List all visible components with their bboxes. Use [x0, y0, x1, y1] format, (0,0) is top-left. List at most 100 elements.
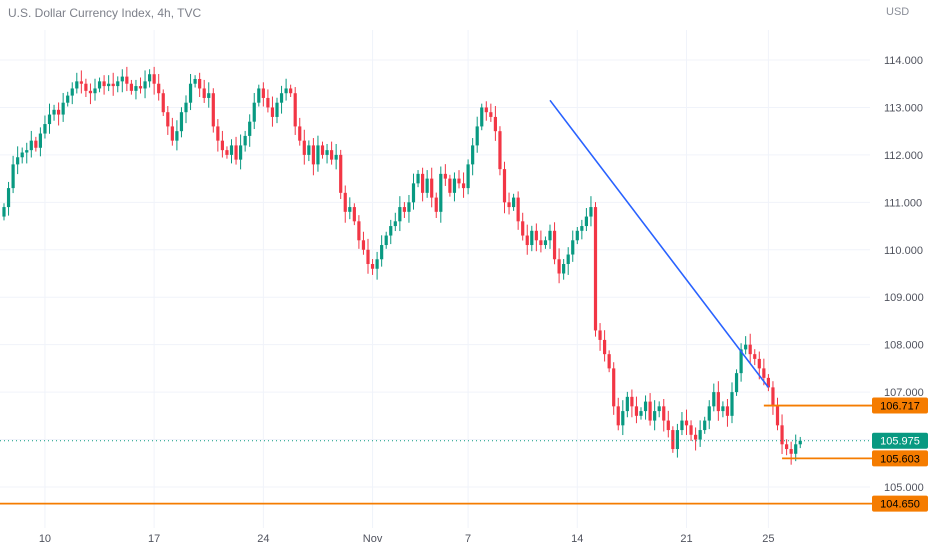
- candle-body: [380, 245, 384, 260]
- last-price-tag: [872, 432, 928, 449]
- candle-body: [593, 207, 598, 331]
- candle-body: [689, 425, 693, 435]
- candle-body: [739, 349, 743, 374]
- candle-body: [66, 95, 70, 103]
- candle-body: [616, 406, 620, 426]
- candle-body: [753, 354, 757, 359]
- candle-body: [52, 109, 56, 115]
- overlays: [0, 99, 872, 505]
- candle-body: [307, 145, 311, 155]
- candle-body: [748, 344, 752, 355]
- candle-body: [320, 145, 325, 155]
- candle-body: [166, 112, 170, 127]
- candle-body: [252, 102, 256, 122]
- candle-body: [484, 107, 488, 113]
- candle-body: [525, 235, 529, 246]
- candle-body: [175, 131, 179, 141]
- candle-body: [416, 173, 420, 184]
- candle-body: [202, 88, 206, 98]
- candle-body: [370, 264, 375, 269]
- candle-body: [734, 373, 739, 393]
- x-tick-label: 21: [680, 533, 692, 545]
- candle-body: [789, 449, 793, 454]
- candle-body: [507, 202, 511, 208]
- candle-body: [603, 339, 607, 355]
- candle-body: [766, 377, 770, 388]
- candle-body: [680, 420, 684, 431]
- candle-body: [512, 197, 516, 208]
- candle-body: [471, 145, 475, 165]
- x-tick-label: 14: [571, 533, 583, 545]
- candle-body: [143, 81, 147, 89]
- candle-body: [707, 406, 711, 421]
- x-tick-label: 10: [39, 533, 51, 545]
- candle-body: [234, 145, 238, 160]
- candle-body: [107, 83, 111, 87]
- candle-body: [316, 145, 320, 165]
- candle-body: [457, 178, 461, 184]
- candle-body: [97, 81, 102, 89]
- candle-body: [325, 150, 329, 155]
- candle-body: [157, 83, 161, 94]
- candle-body: [152, 74, 156, 84]
- candle-body: [11, 164, 15, 189]
- level-tag: [872, 495, 928, 512]
- candle-body: [47, 114, 52, 125]
- candle-body: [443, 173, 447, 179]
- candle-body: [311, 145, 315, 165]
- candle-body: [798, 440, 802, 445]
- candle-body: [116, 81, 120, 87]
- candle-body: [88, 90, 93, 94]
- time-axis: 10 17 24 Nov 7 14 21 25: [39, 533, 775, 545]
- candle-body: [780, 425, 784, 445]
- candle-body: [725, 406, 730, 416]
- candles: [2, 66, 802, 465]
- candle-body: [257, 88, 261, 103]
- level-tag-label: 105.603: [880, 453, 920, 465]
- candle-body: [6, 188, 11, 208]
- candle-body: [61, 102, 65, 115]
- candle-body: [625, 396, 629, 412]
- candle-body: [648, 401, 652, 421]
- candle-body: [675, 430, 679, 450]
- y-tick-label: 105.000: [884, 482, 924, 494]
- candle-body: [407, 202, 411, 212]
- candle-body: [170, 126, 174, 141]
- candle-body: [225, 150, 229, 155]
- candle-body: [584, 216, 588, 227]
- price-axis: 105.000106.000107.000108.000109.000110.0…: [884, 55, 924, 494]
- candle-body: [248, 121, 252, 136]
- candle-body: [198, 78, 202, 89]
- candle-body: [543, 240, 548, 246]
- candle-body: [498, 131, 502, 170]
- candle-body: [389, 226, 393, 236]
- candle-body: [243, 135, 247, 146]
- level-tag-label: 104.650: [880, 499, 920, 511]
- candle-body: [148, 74, 152, 82]
- candle-body: [270, 107, 275, 117]
- candle-body: [448, 178, 452, 193]
- grid: [0, 30, 870, 528]
- candle-body: [266, 97, 270, 108]
- candle-body: [785, 444, 789, 450]
- candle-body: [439, 173, 443, 212]
- candle-body: [694, 434, 698, 440]
- candle-body: [366, 249, 370, 265]
- y-tick-label: 114.000: [884, 55, 923, 67]
- y-tick-label: 107.000: [884, 387, 924, 399]
- candle-body: [43, 124, 47, 134]
- candle-body: [20, 152, 24, 158]
- candle-body: [120, 76, 124, 82]
- candle-body: [562, 264, 566, 274]
- candle-body: [698, 430, 702, 440]
- candle-body: [216, 126, 220, 141]
- candle-body: [2, 207, 6, 217]
- candle-body: [138, 86, 143, 89]
- candle-body: [662, 406, 666, 421]
- candle-body: [261, 88, 265, 98]
- level-tag: [872, 450, 928, 467]
- trendline: [549, 99, 770, 388]
- candle-body: [639, 411, 643, 416]
- candle-body: [716, 392, 720, 412]
